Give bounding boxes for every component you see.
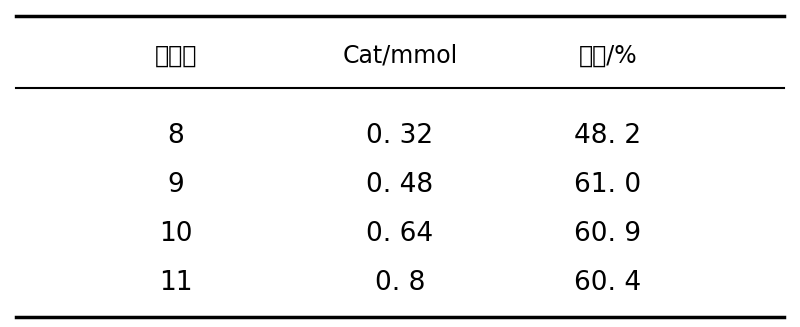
Text: 61. 0: 61. 0 (574, 172, 642, 198)
Text: 9: 9 (168, 172, 184, 198)
Text: 0. 48: 0. 48 (366, 172, 434, 198)
Text: 0. 32: 0. 32 (366, 123, 434, 149)
Text: 10: 10 (159, 221, 193, 247)
Text: 60. 4: 60. 4 (574, 270, 642, 296)
Text: 0. 8: 0. 8 (375, 270, 425, 296)
Text: 11: 11 (159, 270, 193, 296)
Text: 8: 8 (168, 123, 184, 149)
Text: Cat/mmol: Cat/mmol (342, 43, 458, 68)
Text: 产率/%: 产率/% (578, 43, 638, 68)
Text: 0. 64: 0. 64 (366, 221, 434, 247)
Text: 60. 9: 60. 9 (574, 221, 642, 247)
Text: 实施例: 实施例 (155, 43, 197, 68)
Text: 48. 2: 48. 2 (574, 123, 642, 149)
